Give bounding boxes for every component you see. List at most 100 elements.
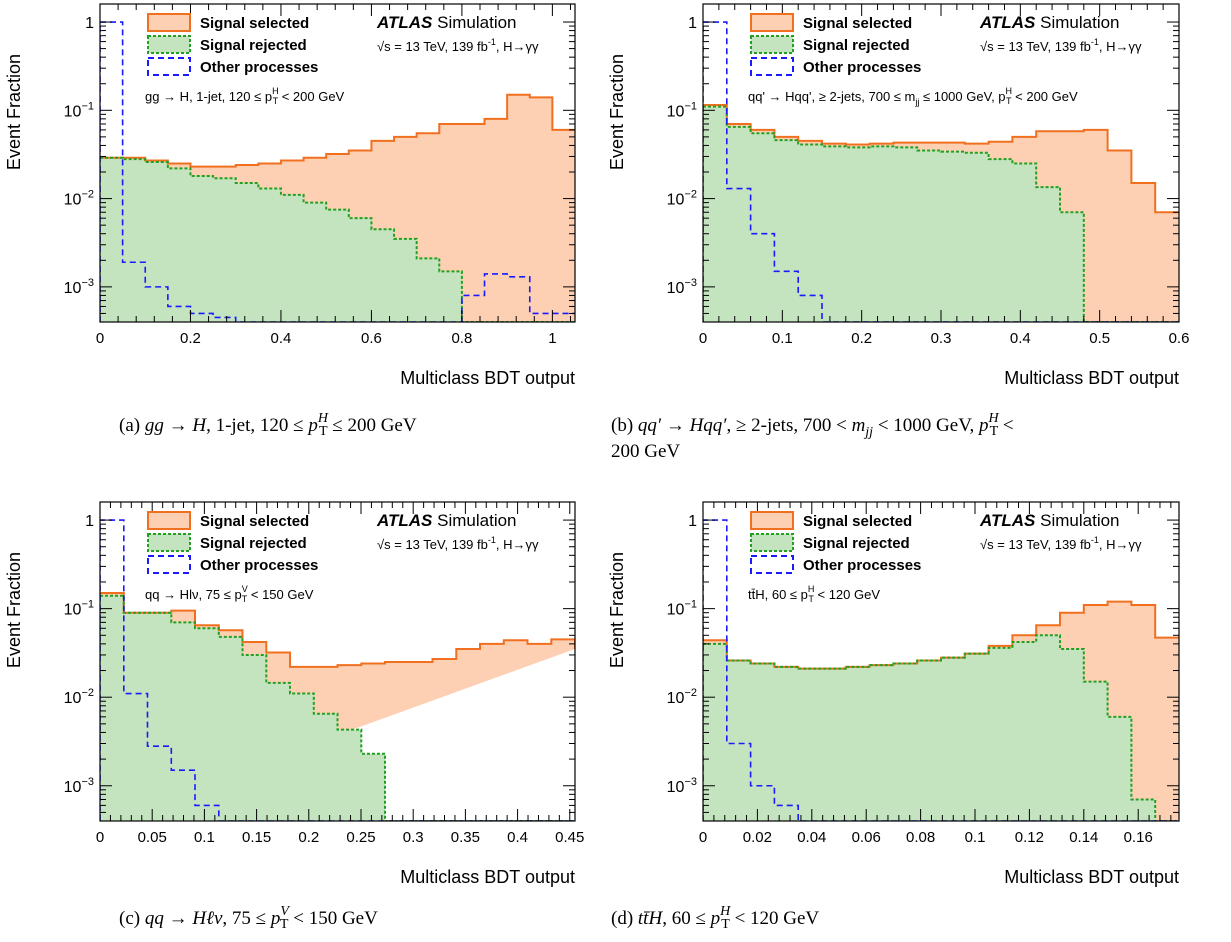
x-tick-label: 0: [699, 829, 707, 846]
caption: (d) tt̄H, 60 ≤ pH T < 120 GeV: [611, 904, 819, 932]
legend: Signal selected Signal rejected Other proc…: [750, 13, 921, 76]
x-tick-label: 0.15: [242, 829, 271, 846]
energy-label: √s = 13 TeV, 139 fb-1, H→γγ: [377, 37, 539, 54]
y-tick-label: 1: [688, 15, 697, 32]
legend-swatch-rejected: [147, 35, 191, 54]
selection-cut-label: qq → Hlν, 75 ≤ pV T < 150 GeV: [145, 584, 314, 604]
x-tick-label: 0: [96, 330, 104, 347]
histograms: [100, 21, 575, 322]
caption: (c) qq → Hℓν, 75 ≤ pV T < 150 GeV: [119, 904, 378, 932]
x-tick-label: 0.8: [451, 330, 472, 347]
plot-frame: [99, 3, 576, 323]
legend-swatch-selected: [147, 13, 191, 32]
legend-label-0: Signal selected: [200, 15, 309, 32]
legend-label-1: Signal rejected: [803, 37, 910, 54]
y-tick-label: 10−2: [667, 687, 697, 707]
legend-label-2: Other processes: [200, 59, 318, 76]
legend-label-2: Other processes: [200, 557, 318, 574]
y-tick-label: 10−3: [667, 277, 697, 297]
chart-panel-a: 0 0.2 0.4 0.6 0.8 1 1 10−1 10−2 10−3 Event Fractio…: [4, 3, 576, 439]
y-axis-label: Event Fraction: [4, 54, 24, 170]
x-tick-label: 0.6: [1169, 330, 1190, 347]
x-tick-label: 0.3: [403, 829, 424, 846]
signal-rejected-fill: [100, 595, 575, 821]
signal-rejected-line: [703, 105, 1179, 322]
x-tick-label: 0.6: [361, 330, 382, 347]
legend: Signal selected Signal rejected Other proc…: [750, 511, 921, 574]
atlas-label: ATLAS Simulation: [979, 511, 1120, 530]
x-axis-label: Multiclass BDT output: [1004, 867, 1179, 887]
x-tick-label: 0.4: [1010, 330, 1031, 347]
histograms: [703, 519, 1179, 821]
legend-label-2: Other processes: [803, 557, 921, 574]
x-tick-label: 0.05: [138, 829, 167, 846]
energy-label: √s = 13 TeV, 139 fb-1, H→γγ: [377, 535, 539, 552]
x-tick-label: 0.5: [1089, 330, 1110, 347]
legend-swatch-selected: [750, 511, 794, 530]
energy-label: √s = 13 TeV, 139 fb-1, H→γγ: [980, 535, 1142, 552]
y-tick-label: 10−2: [64, 687, 94, 707]
y-axis-label: Event Fraction: [4, 552, 24, 668]
x-tick-label: 0.45: [555, 829, 584, 846]
atlas-label: ATLAS Simulation: [376, 13, 517, 32]
legend-swatch-other: [147, 57, 191, 76]
x-tick-label: 0.08: [906, 829, 935, 846]
selection-cut-label: gg → H, 1-jet, 120 ≤ pH T < 200 GeV: [145, 86, 345, 106]
y-tick-label: 1: [85, 513, 94, 530]
legend: Signal selected Signal rejected Other proc…: [147, 13, 318, 76]
caption-line-2: 200 GeV: [611, 441, 680, 462]
energy-label: √s = 13 TeV, 139 fb-1, H→γγ: [980, 37, 1142, 54]
signal-rejected-fill: [100, 157, 575, 322]
signal-rejected-fill: [703, 635, 1179, 821]
legend-label-2: Other processes: [803, 59, 921, 76]
legend-swatch-other: [147, 555, 191, 574]
y-tick-label: 10−2: [667, 189, 697, 209]
x-tick-label: 0.25: [346, 829, 375, 846]
x-tick-label: 0.2: [851, 330, 872, 347]
caption: (a) gg → H, 1-jet, 120 ≤ pH T ≤ 200 GeV: [119, 411, 417, 439]
y-tick-label: 10−3: [64, 277, 94, 297]
x-tick-label: 0.06: [852, 829, 881, 846]
signal-rejected-line: [100, 594, 575, 821]
legend-swatch-rejected: [750, 35, 794, 54]
atlas-label: ATLAS Simulation: [376, 511, 517, 530]
legend-swatch-rejected: [750, 533, 794, 552]
legend-label-0: Signal selected: [803, 15, 912, 32]
x-tick-label: 0.14: [1069, 829, 1098, 846]
plot-frame: [702, 501, 1180, 822]
y-tick-label: 1: [85, 15, 94, 32]
y-tick-label: 1: [688, 513, 697, 530]
x-axis-label: Multiclass BDT output: [400, 867, 575, 887]
signal-selected-line: [100, 93, 575, 168]
y-tick-label: 10−3: [64, 776, 94, 796]
x-tick-label: 0.1: [965, 829, 986, 846]
x-axis-label: Multiclass BDT output: [1004, 368, 1179, 388]
legend-label-1: Signal rejected: [803, 535, 910, 552]
x-axis-label: Multiclass BDT output: [400, 368, 575, 388]
x-tick-label: 0.4: [271, 330, 292, 347]
x-tick-label: 0: [96, 829, 104, 846]
y-tick-label: 10−3: [667, 776, 697, 796]
x-tick-label: 0.16: [1124, 829, 1153, 846]
plot-frame: [99, 501, 576, 822]
selection-cut-label: qq' → Hqq', ≥ 2-jets, 700 ≤ mjj ≤ 1000 G…: [748, 86, 1078, 107]
legend: Signal selected Signal rejected Other proc…: [147, 511, 318, 574]
y-tick-label: 10−1: [667, 100, 697, 120]
histograms: [703, 21, 1179, 322]
legend-label-0: Signal selected: [200, 513, 309, 530]
histograms: [100, 519, 575, 821]
y-tick-label: 10−2: [64, 189, 94, 209]
legend-swatch-selected: [750, 13, 794, 32]
caption: (b) qq′ → Hqq′, ≥ 2-jets, 700 < mjj < 10…: [611, 411, 1014, 440]
legend-swatch-selected: [147, 511, 191, 530]
y-tick-label: 10−1: [64, 599, 94, 619]
x-tick-label: 0.35: [451, 829, 480, 846]
legend-label-0: Signal selected: [803, 513, 912, 530]
y-tick-label: 10−1: [64, 100, 94, 120]
y-axis-label: Event Fraction: [607, 54, 627, 170]
legend-label-1: Signal rejected: [200, 37, 307, 54]
x-tick-label: 0.2: [298, 829, 319, 846]
x-tick-label: 0.1: [772, 330, 793, 347]
x-tick-label: 0.1: [194, 829, 215, 846]
